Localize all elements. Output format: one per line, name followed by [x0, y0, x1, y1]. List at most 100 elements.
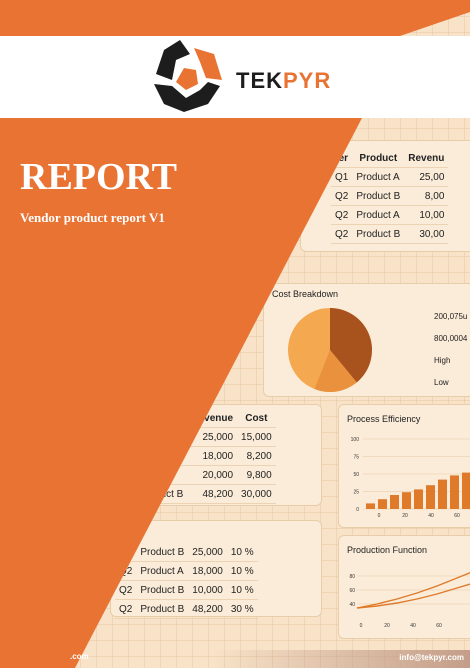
footer-website: .com — [70, 652, 89, 661]
y-tick-label: 75 — [353, 455, 359, 461]
legend-item: High — [434, 356, 451, 365]
legend-item: 200,075u — [434, 312, 468, 321]
process-efficiency-title: Process Efficiency — [347, 414, 421, 424]
table-cell: 8,200 — [237, 446, 276, 466]
bar — [366, 503, 375, 509]
table-cell: 20,000 — [187, 465, 238, 485]
bar — [450, 475, 459, 509]
table-row: Q2 Product A 10,00 — [331, 205, 449, 225]
y-tick-label: 100 — [351, 437, 360, 443]
table-cell: 10,000 — [188, 580, 227, 600]
legend-item: 800,0004 — [434, 334, 468, 343]
bar — [462, 472, 470, 509]
table-cell: Product A — [136, 561, 189, 581]
x-tick-label: 20 — [402, 513, 408, 519]
pie-legend: 200,075u 800,0004 High Low — [434, 306, 467, 394]
x-tick-label: 0 — [360, 623, 363, 629]
table-cell: Product A — [352, 205, 405, 225]
table-cell: 30,00 — [404, 224, 449, 244]
report-title: REPORT — [20, 156, 178, 198]
table-cell: Product B — [352, 224, 405, 244]
tekpyr-logo-icon — [154, 40, 222, 112]
x-tick-label: 40 — [428, 513, 434, 519]
table-cell: Product B — [352, 186, 405, 206]
x-tick-label: 40 — [410, 623, 416, 629]
table-header: Revenu — [404, 149, 449, 168]
y-tick-label: 25 — [353, 490, 359, 496]
bar — [438, 479, 447, 509]
sales-table: ter Product Revenu Q1 Product A 25,00 Q2 Pro… — [331, 149, 449, 244]
table-cell: 30 % — [226, 599, 258, 619]
header-banner — [0, 36, 470, 118]
bar — [378, 499, 387, 509]
footer-bar — [0, 650, 470, 668]
table-cell: 25,000 — [188, 543, 227, 562]
table-cell: Product B — [136, 543, 189, 562]
production-function-chart: 80 60 40 0 20 40 60 — [349, 572, 470, 629]
series-line — [356, 583, 470, 609]
bar — [426, 485, 435, 509]
table-cell: 25,00 — [404, 167, 449, 187]
bar — [402, 492, 411, 509]
pie-slice-low — [314, 350, 357, 392]
table-cell: Product B — [136, 580, 189, 600]
table-row: Q2 Product B 48,200 30 % — [115, 599, 258, 619]
legend-item: Low — [434, 378, 449, 387]
x-tick-label: 20 — [384, 623, 390, 629]
x-tick-label: 60 — [436, 623, 442, 629]
production-function-panel: Production Function 80 60 40 0 20 40 60 — [338, 535, 470, 639]
bar — [390, 495, 399, 509]
table-header: Cost — [237, 409, 276, 428]
table-cell: Q1 — [331, 167, 353, 187]
table-cell: 9,800 — [237, 465, 276, 485]
x-tick-label: 60 — [454, 513, 460, 519]
table-cell: 10 % — [226, 580, 258, 600]
table-cell: 10,00 — [404, 205, 449, 225]
table-cell: Product A — [352, 167, 405, 187]
y-tick-label: 60 — [349, 588, 355, 594]
bar — [414, 489, 423, 509]
production-function-title: Production Function — [347, 545, 428, 555]
table-cell: Q2 — [331, 186, 353, 206]
table-cell: 8,00 — [404, 186, 449, 206]
report-subtitle: Vendor product report V1 — [20, 210, 165, 225]
table-cell: 18,000 — [188, 561, 227, 581]
table-cell: 18,000 — [187, 446, 238, 466]
y-tick-label: 80 — [349, 574, 355, 580]
table-cell: 10 % — [226, 561, 258, 581]
process-efficiency-chart: 100 75 50 25 0 0 20 40 60 — [351, 437, 470, 519]
y-tick-label: 0 — [356, 507, 359, 513]
pie-slice-high — [330, 308, 372, 383]
table-cell: 48,200 — [188, 599, 227, 619]
table-cell: 25,000 — [187, 427, 238, 447]
brand-wordmark: TEKPYR — [236, 68, 331, 94]
footer-email: info@tekpyr.com — [399, 653, 464, 662]
cost-breakdown-title: Cost Breakdown — [272, 289, 339, 299]
x-tick-label: 0 — [378, 513, 381, 519]
table-row: Q2 Product B 8,00 — [331, 186, 449, 206]
table-row: Q2 Product B 10,000 10 % — [115, 580, 258, 600]
table-cell: Q2 — [331, 224, 353, 244]
cost-breakdown-panel: Cost Breakdown 200,075u 800,0004 High Lo… — [263, 283, 470, 397]
table-header-row: ter Product Revenu — [331, 149, 449, 168]
process-efficiency-panel: Process Efficiency 100 75 50 25 0 0 20 40 60 — [338, 404, 470, 528]
y-tick-label: 50 — [353, 472, 359, 478]
y-tick-label: 40 — [349, 602, 355, 608]
table-header: Product — [352, 149, 405, 168]
top-orange-band — [0, 0, 470, 36]
table-cell: 30,000 — [237, 484, 276, 504]
brand-part1: TEK — [236, 68, 283, 93]
table-cell: 10 % — [226, 543, 258, 562]
series-line — [356, 572, 470, 609]
table-row: duct B 48,200 30,000 — [151, 484, 276, 504]
table-cell: Q2 — [331, 205, 353, 225]
brand-part2: PYR — [283, 68, 332, 93]
table-cell: Product B — [136, 599, 189, 619]
table-cell: 15,000 — [237, 427, 276, 447]
table-row: Q2 Product B 30,00 — [331, 224, 449, 244]
table-cell: Q2 — [115, 580, 137, 600]
